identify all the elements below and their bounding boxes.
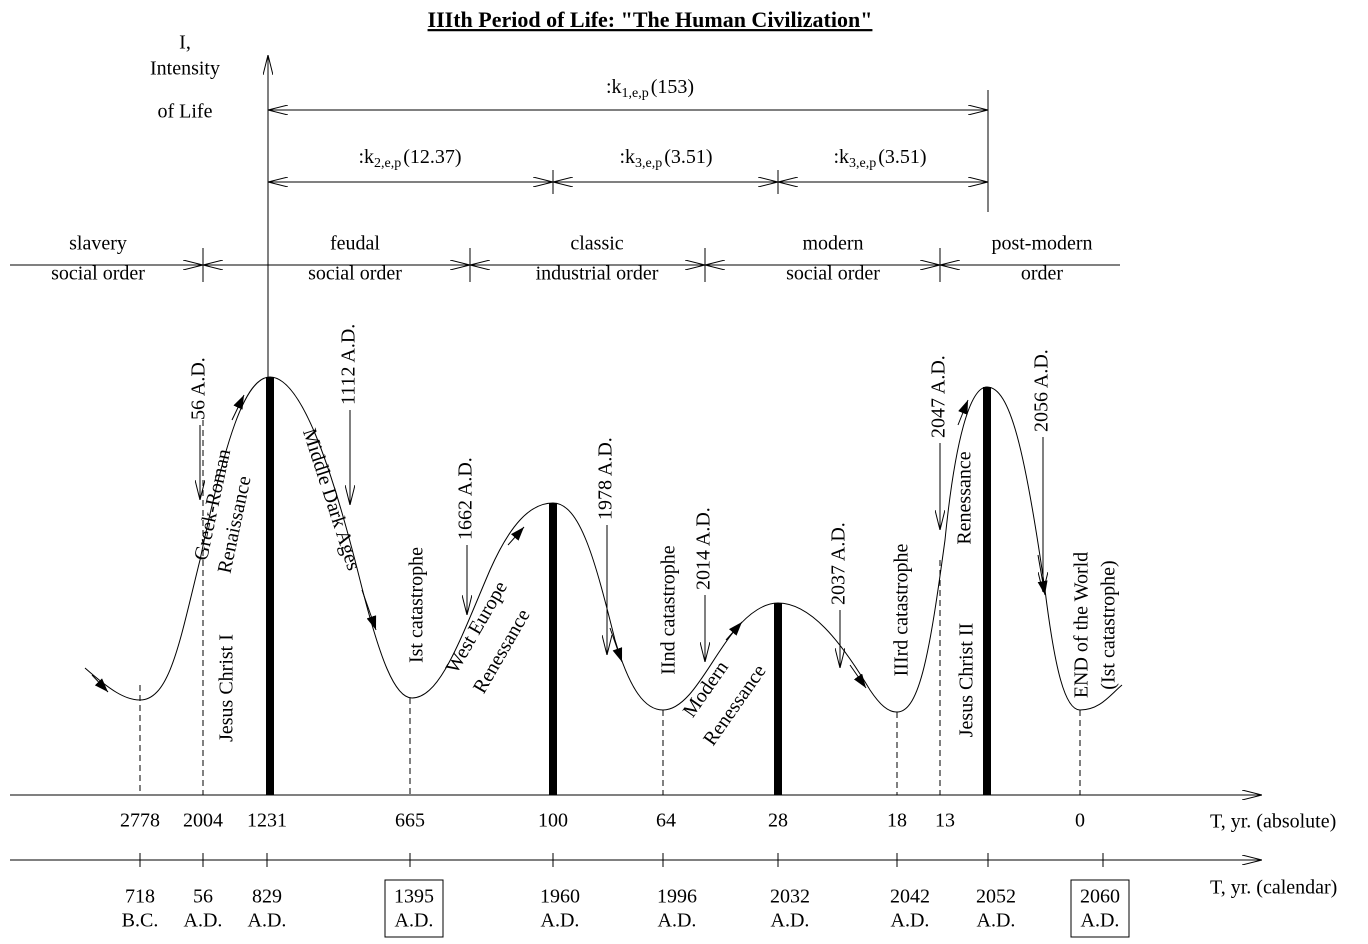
calendar-tick-label: 2032 xyxy=(770,886,810,908)
event-label: 56 A.D. xyxy=(188,357,210,420)
interval-label: :k2,e,p (12.37) xyxy=(358,146,461,172)
absolute-tick-label: 28 xyxy=(768,810,788,832)
subscript: 2,e,p xyxy=(374,156,401,171)
calendar-tick-label: A.D. xyxy=(658,910,697,932)
phase-label: IIIrd catastrophe xyxy=(891,544,913,677)
absolute-tick-label: 18 xyxy=(887,810,907,832)
value: (3.51) xyxy=(664,146,712,168)
phase-label: IInd catastrophe xyxy=(658,545,680,675)
y-axis-label: Intensity xyxy=(150,58,220,80)
calendar-tick-label: B.C. xyxy=(122,910,159,932)
axis-label: T, yr. (absolute) xyxy=(1210,811,1336,833)
absolute-tick-label: 2004 xyxy=(183,810,223,832)
event-label: 2014 A.D. xyxy=(693,507,715,590)
phase-label: (Ist catastrophe) xyxy=(1098,560,1120,689)
absolute-tick-label: 1231 xyxy=(247,810,287,832)
k: :k xyxy=(619,146,635,168)
axis-label: T, yr. (calendar) xyxy=(1210,877,1337,899)
calendar-tick-label: A.D. xyxy=(184,910,223,932)
phase-label: END of the World xyxy=(1071,552,1093,698)
event-label: 2047 A.D. xyxy=(928,355,950,438)
absolute-tick-label: 2778 xyxy=(120,810,160,832)
title: IIIth Period of Life: "The Human Civiliz… xyxy=(428,7,873,32)
absolute-tick-label: 100 xyxy=(538,810,568,832)
k: :k xyxy=(606,76,622,98)
phase-label: Jesus Christ II xyxy=(956,623,978,737)
subscript: 3,e,p xyxy=(635,156,662,171)
interval-label: :k3,e,p (3.51) xyxy=(833,146,926,172)
event-label: 2037 A.D. xyxy=(828,522,850,605)
calendar-tick-label: 2042 xyxy=(890,886,930,908)
interval-label: :k1,e,p (153) xyxy=(606,76,694,102)
absolute-tick-label: 64 xyxy=(656,810,676,832)
order-label: slavery xyxy=(69,233,127,255)
value: (3.51) xyxy=(878,146,926,168)
calendar-tick-label: 1960 xyxy=(540,886,580,908)
calendar-tick-label: A.D. xyxy=(248,910,287,932)
event-label: 2056 A.D. xyxy=(1031,349,1053,432)
absolute-tick-label: 13 xyxy=(935,810,955,832)
calendar-tick-label: A.D. xyxy=(1081,910,1120,932)
event-label: 1112 A.D. xyxy=(338,324,360,405)
order-label: order xyxy=(1021,263,1064,285)
subscript: 1,e,p xyxy=(622,86,649,101)
interval-label: :k3,e,p (3.51) xyxy=(619,146,712,172)
order-label: industrial order xyxy=(536,263,659,285)
value: (153) xyxy=(651,76,694,98)
calendar-tick-label: 2052 xyxy=(976,886,1016,908)
calendar-tick-label: A.D. xyxy=(891,910,930,932)
calendar-tick-label: 56 xyxy=(193,886,213,908)
y-axis-label: of Life xyxy=(158,101,213,123)
subscript: 3,e,p xyxy=(849,156,876,171)
curve-arrows xyxy=(91,394,1048,693)
k: :k xyxy=(358,146,374,168)
event-label: 1662 A.D. xyxy=(455,457,477,540)
calendar-tick-label: 2060 xyxy=(1080,886,1120,908)
highlight-box xyxy=(1070,879,1130,938)
calendar-tick-label: A.D. xyxy=(395,910,434,932)
peak-bars xyxy=(266,377,991,795)
calendar-tick-label: 1395 xyxy=(394,886,434,908)
calendar-tick-label: 829 xyxy=(252,886,282,908)
phase-label: Middle Dark Ages xyxy=(298,426,365,574)
order-label: modern xyxy=(802,233,863,255)
phase-label: Jesus Christ I xyxy=(216,634,238,742)
order-label: social order xyxy=(51,263,145,285)
k: :k xyxy=(833,146,849,168)
order-label: classic xyxy=(570,233,623,255)
value: (12.37) xyxy=(403,146,461,168)
absolute-tick-label: 0 xyxy=(1075,810,1085,832)
event-label: 1978 A.D. xyxy=(595,437,617,520)
order-label: feudal xyxy=(330,233,380,255)
calendar-tick-label: 1996 xyxy=(657,886,697,908)
calendar-tick-label: A.D. xyxy=(977,910,1016,932)
calendar-tick-label: A.D. xyxy=(771,910,810,932)
calendar-tick-label: 718 xyxy=(125,886,155,908)
highlight-box xyxy=(384,879,444,938)
y-axis-label: I, xyxy=(179,32,191,54)
absolute-tick-label: 665 xyxy=(395,810,425,832)
phase-label: Ist catastrophe xyxy=(406,547,428,663)
phase-label: Renessance xyxy=(954,451,976,544)
order-label: social order xyxy=(786,263,880,285)
order-label: social order xyxy=(308,263,402,285)
calendar-tick-label: A.D. xyxy=(541,910,580,932)
order-label: post-modern xyxy=(991,233,1092,255)
